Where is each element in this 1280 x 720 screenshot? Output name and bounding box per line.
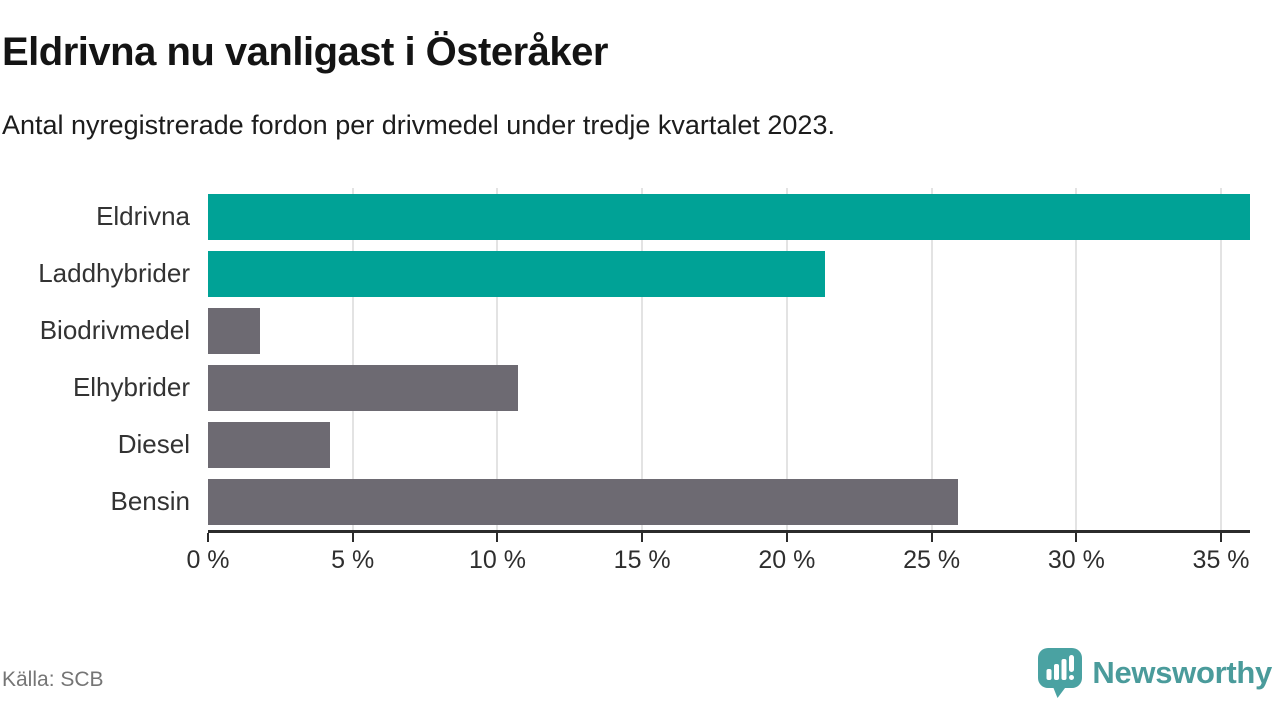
- x-tick-label-0: 0 %: [186, 546, 230, 574]
- newsworthy-bubble-chart-icon: [1038, 648, 1083, 698]
- bar-row: [208, 245, 1250, 302]
- gridline-15: [641, 188, 644, 530]
- x-tick-label-5: 5 %: [331, 546, 375, 574]
- gridline-10: [496, 188, 499, 530]
- bar-bensin: [208, 478, 958, 525]
- x-tick-label-30: 30 %: [1047, 546, 1105, 574]
- x-tick-5: [351, 533, 354, 542]
- bar-row: [208, 188, 1250, 245]
- x-tick-label-20: 20 %: [758, 546, 816, 574]
- page-title: Eldrivna nu vanligast i Österåker: [2, 30, 608, 74]
- x-tick-25: [930, 533, 933, 542]
- category-label-laddhybrider: Laddhybrider: [38, 258, 190, 288]
- gridline-5: [351, 188, 354, 530]
- x-tick-35: [1220, 533, 1223, 542]
- source-attribution: Källa: SCB: [2, 668, 104, 691]
- bar-eldrivna: [208, 193, 1250, 240]
- category-label-eldrivna: Eldrivna: [96, 201, 190, 231]
- category-labels: Eldrivna Laddhybrider Biodrivmedel Elhybrid…: [0, 188, 190, 530]
- bar-row: [208, 359, 1250, 416]
- bar-biodrivmedel: [208, 307, 261, 354]
- category-label-bensin: Bensin: [110, 486, 191, 516]
- bar-row: [208, 416, 1250, 473]
- newsworthy-logo[interactable]: Newsworthy: [1038, 648, 1272, 698]
- category-label-biodrivmedel: Biodrivmedel: [39, 315, 190, 345]
- plot-area: [208, 188, 1250, 533]
- x-tick-20: [785, 533, 788, 542]
- bar-laddhybrider: [208, 250, 825, 297]
- x-tick-30: [1075, 533, 1078, 542]
- x-tick-15: [641, 533, 644, 542]
- x-axis: 0 % 5 % 10 % 15 % 20 % 25 % 30 % 35 %: [186, 533, 1250, 583]
- x-tick-label-15: 15 %: [613, 546, 671, 574]
- x-tick-label-10: 10 %: [468, 546, 526, 574]
- category-label-diesel: Diesel: [117, 429, 190, 459]
- bar-row: [208, 473, 1250, 530]
- category-label-elhybrider: Elhybrider: [72, 372, 190, 402]
- gridline-35: [1220, 188, 1223, 530]
- gridline-25: [930, 188, 933, 530]
- page-subtitle: Antal nyregistrerade fordon per drivmede…: [2, 110, 835, 140]
- x-tick-0: [207, 533, 209, 542]
- x-tick-label-25: 25 %: [903, 546, 961, 574]
- bar-row: [208, 302, 1250, 359]
- newsworthy-wordmark: Newsworthy: [1092, 655, 1272, 690]
- bar-diesel: [208, 421, 330, 468]
- bar-elhybrider: [208, 364, 518, 411]
- x-tick-10: [496, 533, 499, 542]
- x-tick-label-35: 35 %: [1192, 546, 1250, 574]
- gridline-20: [785, 188, 788, 530]
- gridline-30: [1075, 188, 1078, 530]
